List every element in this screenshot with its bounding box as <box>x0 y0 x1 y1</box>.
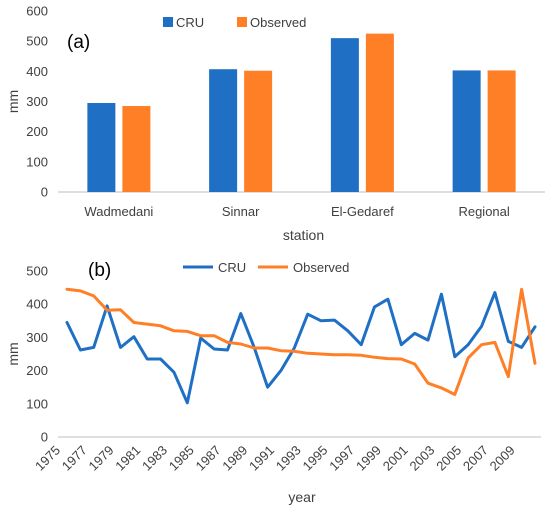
x-tick-label-b: 2001 <box>380 443 411 474</box>
legend-swatch-a <box>163 17 173 27</box>
x-tick-label-b: 1987 <box>193 443 224 474</box>
x-tick-label-b: 2009 <box>487 443 518 474</box>
x-tick-label-a: Sinnar <box>222 204 260 219</box>
legend-label-a: Observed <box>250 15 306 30</box>
bar-cru-regional <box>452 70 481 192</box>
y-tick-label-a: 600 <box>26 4 48 19</box>
panel-label-a: (a) <box>67 32 90 53</box>
y-tick-label-a: 500 <box>26 34 48 49</box>
x-tick-label-b: 1997 <box>326 443 357 474</box>
bar-observed-el-gedaref <box>365 33 394 192</box>
x-tick-label-b: 1989 <box>219 443 250 474</box>
x-tick-label-b: 1999 <box>353 443 384 474</box>
bar-cru-sinnar <box>209 69 238 192</box>
x-tick-label-b: 2003 <box>406 443 437 474</box>
x-tick-label-b: 2005 <box>433 443 464 474</box>
y-tick-label-b: 200 <box>26 363 48 378</box>
x-tick-label-b: 1991 <box>246 443 277 474</box>
x-tick-label-b: 1977 <box>59 443 90 474</box>
y-tick-label-a: 300 <box>26 94 48 109</box>
bar-observed-regional <box>487 70 516 192</box>
x-tick-label-a: El-Gedaref <box>331 204 394 219</box>
x-tick-label-b: 1993 <box>273 443 304 474</box>
x-tick-label-b: 1995 <box>299 443 330 474</box>
panel-label-b: (b) <box>88 260 111 281</box>
y-axis-title-b: mm <box>5 342 21 365</box>
x-axis-title-a: station <box>283 227 324 243</box>
bar-cru-el-gedaref <box>330 38 359 193</box>
legend-label-b: CRU <box>218 260 246 275</box>
bar-observed-sinnar <box>244 70 273 192</box>
x-tick-label-b: 1975 <box>32 443 63 474</box>
x-tick-label-b: 1985 <box>166 443 197 474</box>
y-tick-label-b: 0 <box>41 430 48 445</box>
series-line-observed <box>65 287 537 396</box>
series-line-cru <box>65 291 537 405</box>
y-tick-label-b: 300 <box>26 330 48 345</box>
x-axis-title-b: year <box>288 489 316 505</box>
y-tick-label-a: 0 <box>41 185 48 200</box>
y-tick-label-a: 400 <box>26 64 48 79</box>
legend-swatch-a <box>237 17 247 27</box>
x-tick-label-b: 1981 <box>112 443 143 474</box>
bar-observed-wadmedani <box>122 106 151 192</box>
x-tick-label-a: Regional <box>458 204 509 219</box>
y-axis-title-a: mm <box>5 90 21 113</box>
y-tick-label-b: 100 <box>26 396 48 411</box>
x-tick-label-b: 1983 <box>139 443 170 474</box>
legend-label-b: Observed <box>293 260 349 275</box>
y-tick-label-b: 500 <box>26 264 48 279</box>
x-tick-label-a: Wadmedani <box>84 204 153 219</box>
y-tick-label-b: 400 <box>26 297 48 312</box>
x-tick-label-b: 2007 <box>460 443 491 474</box>
y-tick-label-a: 100 <box>26 154 48 169</box>
bar-cru-wadmedani <box>87 103 116 192</box>
x-tick-label-b: 1979 <box>86 443 117 474</box>
legend-label-a: CRU <box>176 15 204 30</box>
y-tick-label-a: 200 <box>26 124 48 139</box>
